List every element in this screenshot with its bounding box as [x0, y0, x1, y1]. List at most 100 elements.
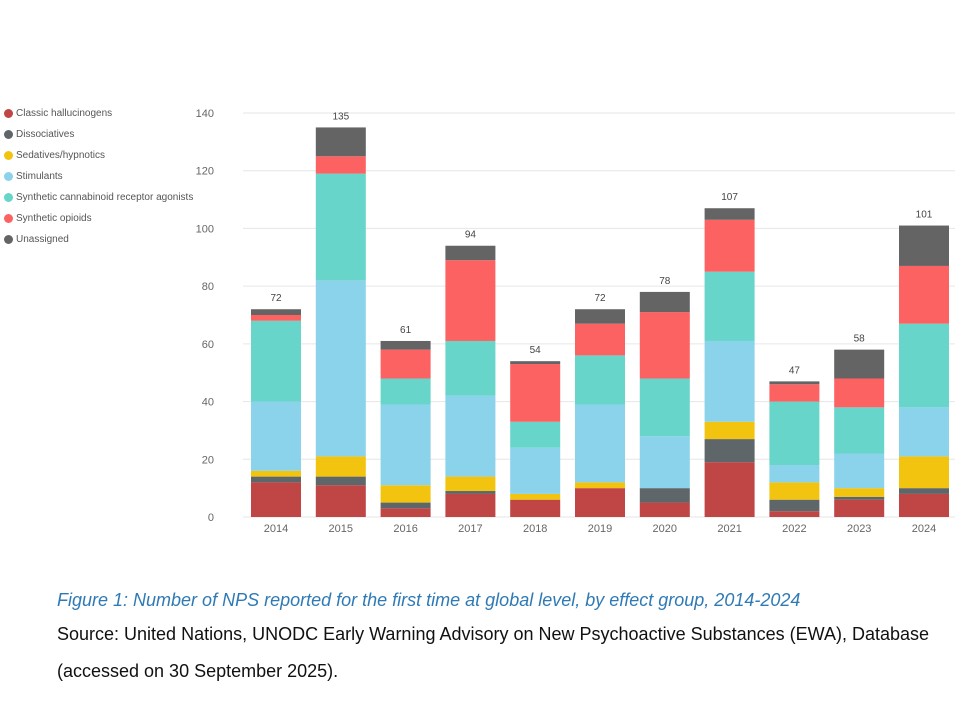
legend-swatch-icon	[4, 172, 13, 181]
legend-label: Sedatives/hypnotics	[16, 150, 105, 161]
bar-segment-synthetic-cannabinoid-receptor-agonists	[445, 340, 496, 396]
bar-segment-unassigned	[380, 340, 431, 350]
bar-segment-classic-hallucinogens	[315, 485, 366, 517]
bar-segment-stimulants	[510, 447, 561, 494]
bar-segment-unassigned	[315, 127, 366, 157]
bar-segment-synthetic-opioids	[575, 323, 625, 356]
x-tick-label: 2014	[264, 523, 288, 535]
bar-segment-sedatives-hypnotics	[704, 421, 755, 440]
legend-swatch-icon	[4, 109, 13, 118]
bar-segment-dissociatives	[834, 496, 885, 500]
bar-segment-stimulants	[575, 404, 625, 483]
bar-total-label: 107	[721, 192, 738, 203]
bar-segment-synthetic-opioids	[834, 378, 885, 408]
bar-segment-sedatives-hypnotics	[251, 470, 301, 477]
bar-segment-dissociatives	[899, 488, 949, 494]
y-tick-label: 120	[196, 166, 214, 178]
bar-total-label: 61	[400, 325, 412, 336]
legend-swatch-icon	[4, 214, 13, 223]
bar-segment-synthetic-opioids	[380, 349, 431, 379]
bar-segment-unassigned	[899, 225, 949, 266]
bar-segment-synthetic-opioids	[769, 384, 820, 402]
chart-legend: Classic hallucinogens Dissociatives Sedati…	[4, 103, 193, 250]
bar-segment-synthetic-opioids	[899, 265, 949, 324]
bar-segment-unassigned	[769, 381, 820, 385]
bar-segment-classic-hallucinogens	[445, 493, 496, 517]
legend-swatch-icon	[4, 235, 13, 244]
bar-segment-sedatives-hypnotics	[834, 488, 885, 497]
legend-item: Classic hallucinogens	[4, 103, 193, 124]
x-tick-label: 2017	[458, 523, 482, 535]
y-tick-label: 40	[202, 397, 214, 409]
legend-label: Classic hallucinogens	[16, 108, 113, 119]
y-tick-label: 80	[202, 281, 214, 293]
legend-item: Dissociatives	[4, 124, 193, 145]
bar-total-label: 72	[594, 293, 606, 304]
legend-swatch-icon	[4, 130, 13, 139]
bar-segment-unassigned	[510, 361, 561, 365]
bar-segment-classic-hallucinogens	[251, 482, 301, 517]
bar-segment-dissociatives	[251, 476, 301, 483]
bar-segment-unassigned	[251, 309, 301, 315]
legend-label: Stimulants	[16, 171, 63, 182]
figure-caption: Figure 1: Number of NPS reported for the…	[57, 590, 801, 610]
bar-segment-dissociatives	[704, 439, 755, 463]
bar-segment-synthetic-cannabinoid-receptor-agonists	[380, 378, 431, 405]
bar-segment-stimulants	[769, 465, 820, 483]
bar-segment-synthetic-cannabinoid-receptor-agonists	[510, 421, 561, 448]
legend-item: Synthetic cannabinoid receptor agonists	[4, 187, 193, 208]
bar-segment-classic-hallucinogens	[899, 493, 949, 517]
bar-segment-dissociatives	[769, 499, 820, 512]
bar-segment-classic-hallucinogens	[380, 508, 431, 517]
y-tick-label: 20	[202, 454, 214, 466]
bar-segment-unassigned	[834, 349, 885, 379]
bar-segment-unassigned	[704, 208, 755, 220]
bar-total-label: 78	[659, 276, 671, 287]
x-tick-label: 2024	[912, 523, 936, 535]
bar-segment-synthetic-cannabinoid-receptor-agonists	[704, 271, 755, 341]
bar-segment-sedatives-hypnotics	[315, 456, 366, 477]
bar-segment-synthetic-cannabinoid-receptor-agonists	[251, 320, 301, 402]
legend-swatch-icon	[4, 193, 13, 202]
legend-label: Unassigned	[16, 234, 69, 245]
figure-caption-block: Figure 1: Number of NPS reported for the…	[57, 588, 937, 690]
y-tick-label: 100	[196, 223, 214, 235]
legend-item: Synthetic opioids	[4, 208, 193, 229]
bar-total-label: 58	[854, 334, 866, 345]
legend-label: Synthetic cannabinoid receptor agonists	[16, 192, 194, 203]
bar-segment-classic-hallucinogens	[575, 488, 625, 517]
bar-segment-stimulants	[251, 401, 301, 471]
bar-total-label: 72	[270, 293, 282, 304]
x-tick-label: 2020	[653, 523, 677, 535]
bar-segment-stimulants	[315, 280, 366, 457]
x-tick-label: 2023	[847, 523, 871, 535]
bar-segment-stimulants	[704, 340, 755, 422]
legend-swatch-icon	[4, 151, 13, 160]
bar-segment-synthetic-opioids	[704, 219, 755, 272]
x-tick-label: 2016	[393, 523, 417, 535]
bar-segment-dissociatives	[639, 488, 690, 503]
bar-segment-synthetic-opioids	[510, 364, 561, 422]
bar-segment-classic-hallucinogens	[834, 499, 885, 517]
bar-segment-sedatives-hypnotics	[510, 493, 561, 500]
bar-segment-sedatives-hypnotics	[445, 476, 496, 492]
bar-total-label: 47	[789, 365, 801, 376]
bar-segment-unassigned	[445, 245, 496, 261]
bar-segment-synthetic-cannabinoid-receptor-agonists	[769, 401, 820, 466]
y-tick-label: 0	[208, 512, 214, 524]
bar-segment-synthetic-opioids	[315, 156, 366, 174]
bar-segment-synthetic-opioids	[251, 315, 301, 321]
bar-segment-dissociatives	[315, 476, 366, 486]
legend-item: Sedatives/hypnotics	[4, 145, 193, 166]
bar-segment-synthetic-opioids	[445, 260, 496, 341]
bar-segment-stimulants	[639, 436, 690, 489]
bar-segment-synthetic-opioids	[639, 312, 690, 379]
legend-label: Synthetic opioids	[16, 213, 92, 224]
bar-segment-synthetic-cannabinoid-receptor-agonists	[575, 355, 625, 405]
legend-item: Stimulants	[4, 166, 193, 187]
legend-label: Dissociatives	[16, 129, 75, 140]
figure-source: Source: United Nations, UNODC Early Warn…	[57, 624, 930, 681]
bar-segment-unassigned	[575, 309, 625, 324]
x-tick-label: 2021	[717, 523, 741, 535]
x-tick-label: 2018	[523, 523, 547, 535]
